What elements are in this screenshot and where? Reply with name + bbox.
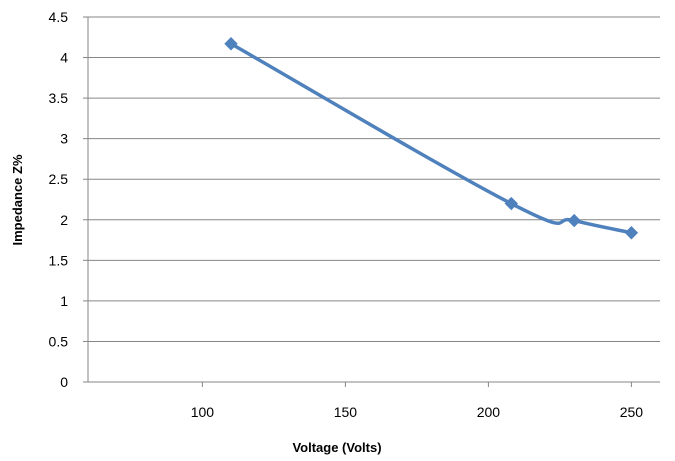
y-tick-label: 1: [60, 293, 68, 309]
axes: [83, 16, 660, 387]
y-tick-label: 3.5: [49, 90, 69, 106]
data-point-marker: [624, 226, 639, 240]
x-tick-label: 200: [477, 404, 501, 420]
y-tick-labels: 0 0.5 1 1.5 2 2.5 3 3.5 4 4.5: [49, 9, 69, 390]
y-tick-label: 2: [60, 212, 68, 228]
y-tick-label: 4.5: [49, 9, 69, 25]
x-tick-label: 150: [334, 404, 358, 420]
data-point-marker: [567, 213, 581, 228]
data-point-marker: [224, 37, 238, 51]
y-tick-label: 0: [60, 374, 68, 390]
x-axis-title: Voltage (Volts): [292, 440, 381, 455]
x-tick-label: 250: [620, 404, 644, 420]
x-tick-label: 100: [191, 404, 215, 420]
y-tick-label: 3: [60, 131, 68, 147]
y-tick-label: 1.5: [49, 252, 69, 268]
gridlines: [88, 16, 660, 342]
series-impedance: [224, 37, 639, 240]
data-point-marker: [504, 196, 518, 211]
x-tick-labels: 100 150 200 250: [191, 404, 644, 420]
series-line: [229, 42, 634, 235]
y-axis-title: Impedance Z%: [10, 154, 25, 245]
y-tick-label: 2.5: [49, 171, 69, 187]
y-tick-label: 4: [60, 50, 68, 66]
y-tick-label: 0.5: [49, 333, 69, 349]
